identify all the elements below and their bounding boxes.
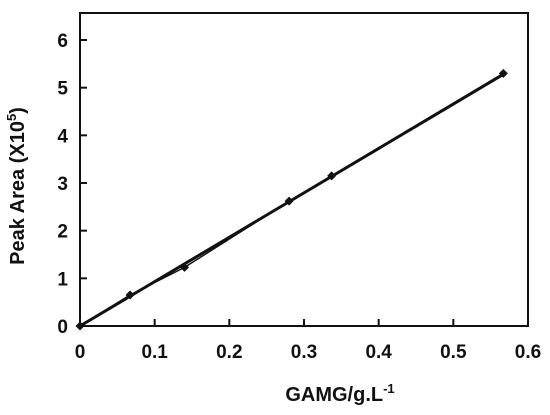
x-tick-label: 0.2 [216, 342, 242, 363]
data-point [75, 321, 85, 331]
x-axis-title-text: GAMG/g.L [285, 384, 383, 406]
y-tick-label: 5 [57, 79, 68, 100]
x-axis-title: GAMG/g.L-1 [285, 381, 394, 406]
data-point [125, 290, 135, 300]
x-axis-title-superscript: -1 [383, 381, 395, 396]
data-point [327, 171, 337, 181]
y-tick-label: 0 [57, 317, 68, 338]
y-axis-title-suffix: ) [7, 107, 29, 114]
y-tick-label: 1 [57, 269, 68, 290]
data-points-layer [75, 68, 508, 331]
data-point [498, 68, 508, 78]
y-tick-label: 6 [57, 31, 68, 52]
y-tick-label: 3 [57, 174, 68, 195]
y-axis-title-text: Peak Area (X10 [7, 121, 29, 265]
x-tick-label: 0 [75, 342, 86, 363]
series-line [79, 72, 504, 327]
y-tick-label: 4 [57, 126, 68, 147]
x-tick-label: 0.5 [440, 342, 467, 363]
x-tick-label: 0.1 [141, 342, 168, 363]
y-axis-title-superscript: 5 [4, 114, 19, 121]
y-tick-label: 2 [57, 222, 68, 243]
plot-area-frame [79, 12, 529, 327]
x-ticks: 0 0.1 0.2 0.3 0.4 0.5 0.6 [75, 319, 541, 363]
data-point [180, 262, 190, 272]
x-tick-label: 0.3 [291, 342, 317, 363]
y-ticks: 0 1 2 3 4 5 6 [57, 31, 87, 338]
y-axis-title: Peak Area (X105) [4, 107, 29, 265]
data-point [284, 196, 294, 206]
x-tick-label: 0.6 [515, 342, 541, 363]
x-tick-label: 0.4 [365, 342, 392, 363]
